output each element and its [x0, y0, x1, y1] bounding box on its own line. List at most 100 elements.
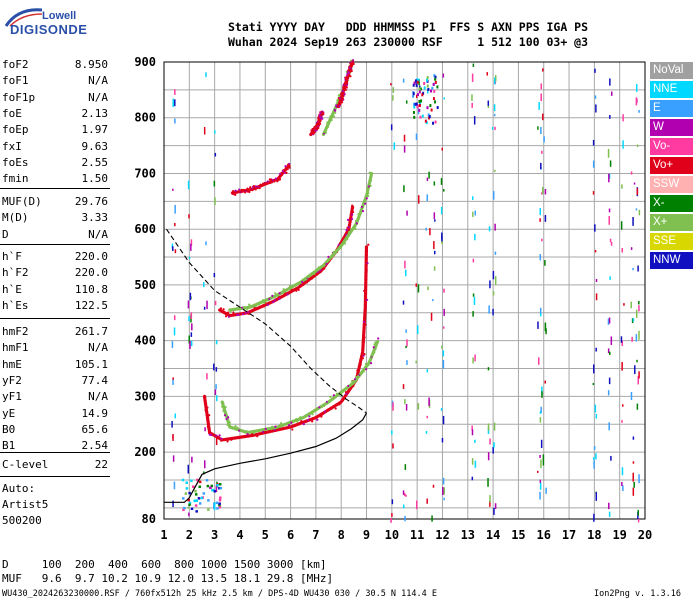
noise-mark	[487, 427, 490, 434]
echo-point	[341, 92, 344, 95]
echo-point	[282, 291, 285, 294]
echo-point	[362, 370, 365, 373]
noise-mark	[621, 340, 624, 347]
panel-separator	[0, 452, 110, 453]
noise-mark	[432, 299, 434, 302]
echo-point	[278, 292, 281, 295]
noise-mark	[610, 336, 613, 346]
noise-mark	[539, 207, 542, 216]
echo-point	[366, 187, 369, 190]
echo-point	[287, 424, 291, 427]
echo-mark	[431, 86, 434, 90]
noise-mark	[542, 68, 544, 72]
noise-mark	[542, 454, 545, 460]
noise-mark	[632, 318, 635, 322]
echo-point	[242, 188, 245, 192]
noise-mark	[471, 476, 474, 481]
noise-mark	[609, 160, 612, 167]
echo-point	[359, 363, 362, 366]
noise-mark	[537, 321, 539, 329]
echo-mark	[418, 87, 421, 91]
noise-mark	[472, 211, 474, 218]
echo-point	[228, 421, 231, 424]
echo-point	[218, 434, 221, 437]
auto-scaling-line1: Auto:	[2, 482, 36, 495]
param-label: yE	[2, 406, 16, 420]
x-tick-label: 11	[410, 528, 424, 542]
echo-point	[206, 406, 209, 409]
noise-mark	[442, 477, 445, 485]
param-label: hmE	[2, 357, 22, 371]
echo-point	[332, 394, 335, 397]
echo-point	[312, 271, 316, 274]
param-row: foF1p N/A	[2, 91, 108, 106]
echo-mark	[416, 80, 419, 84]
noise-mark	[540, 162, 542, 170]
echo-point	[335, 105, 338, 109]
param-value: N/A	[88, 390, 108, 404]
noise-mark	[630, 391, 633, 401]
param-row: h`E 110.8	[2, 283, 108, 298]
echo-point	[347, 231, 351, 234]
param-label: M(D)	[2, 211, 29, 225]
echo-point	[254, 185, 257, 188]
echo-mark	[200, 496, 204, 500]
noise-mark	[173, 327, 176, 336]
echo-mark	[184, 492, 188, 495]
param-label: D	[2, 227, 9, 241]
noise-mark	[595, 492, 598, 501]
echo-point	[264, 427, 267, 431]
echo-point	[351, 213, 354, 216]
echo-point	[282, 288, 285, 291]
echo-point	[344, 88, 347, 91]
param-value: 220.0	[74, 250, 108, 263]
echo-mark	[427, 87, 430, 91]
echo-mark	[216, 484, 219, 487]
echo-point	[274, 299, 277, 302]
noise-mark	[172, 455, 175, 462]
noise-mark	[592, 160, 595, 168]
echo-mark	[436, 106, 439, 110]
noise-mark	[429, 228, 431, 236]
noise-mark	[595, 413, 598, 419]
noise-mark	[622, 140, 624, 149]
noise-mark	[392, 87, 395, 93]
echo-mark	[418, 99, 421, 103]
param-value: 65.6	[81, 422, 109, 436]
noise-mark	[188, 512, 190, 517]
echo-mark	[424, 119, 427, 123]
noise-mark	[607, 390, 610, 396]
noise-mark	[172, 377, 174, 380]
echo-point	[246, 433, 249, 436]
noise-mark	[174, 249, 177, 254]
echo-point	[365, 298, 369, 301]
echo-mark	[210, 484, 214, 488]
echo-point	[290, 421, 293, 424]
echo-point	[280, 173, 284, 176]
panel-separator	[0, 476, 110, 477]
electron-density-profile	[164, 412, 368, 503]
noise-mark	[608, 422, 610, 431]
echo-mark	[417, 78, 420, 82]
noise-mark	[190, 312, 193, 320]
noise-mark	[632, 217, 634, 226]
echo-point	[234, 191, 237, 194]
noise-mark	[638, 305, 640, 312]
noise-mark	[391, 430, 393, 435]
echo-point	[347, 234, 350, 237]
noise-mark	[214, 152, 217, 157]
noise-mark	[213, 502, 215, 510]
echo-point	[342, 87, 345, 90]
echo-point	[224, 405, 227, 409]
noise-mark	[188, 214, 190, 219]
param-row: hmE 105.1	[2, 358, 108, 373]
noise-mark	[172, 378, 174, 385]
noise-mark	[608, 317, 611, 324]
echo-point	[278, 297, 281, 301]
noise-mark	[635, 334, 638, 342]
noise-mark	[638, 330, 640, 340]
echo-point	[317, 266, 320, 269]
noise-mark	[608, 215, 610, 225]
echo-mark	[218, 505, 221, 509]
noise-mark	[440, 407, 443, 411]
